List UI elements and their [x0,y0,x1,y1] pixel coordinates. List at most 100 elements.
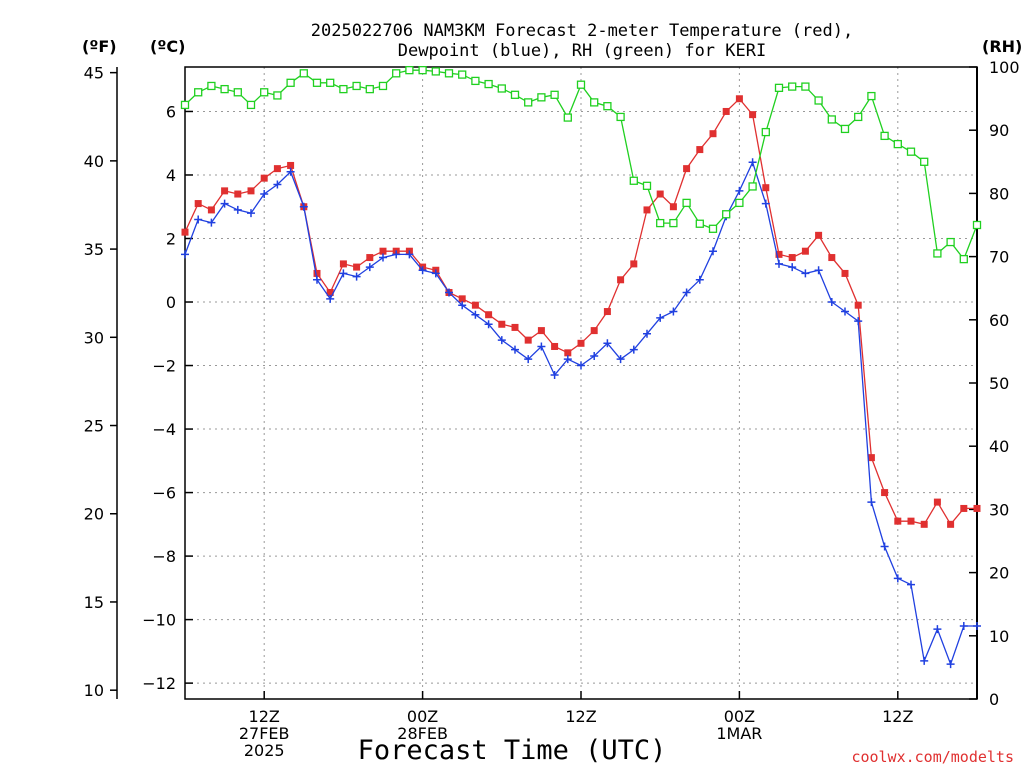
rh-point [220,84,229,94]
rh-point [510,90,520,99]
dewpoint-point [682,288,691,297]
dewpoint-point [431,269,440,278]
temperature-series [181,95,981,528]
fahrenheit-tick-label: 30 [84,328,104,347]
fahrenheit-axis: 10 15 20 25 30 35 40 45 [84,64,117,700]
rh-point [603,102,612,111]
celsius-tick-label: −10 [142,611,176,630]
rh-point [616,112,625,122]
rh-point [233,88,242,97]
temperature-point [643,206,651,214]
dewpoint-point [827,298,836,307]
time-tick-label: 00Z [724,707,755,726]
dewpoint-point [695,275,704,284]
rh-point [933,249,942,258]
rh-point [471,76,480,86]
rh-point [867,91,876,101]
rh-point [326,78,335,87]
rh-point [656,218,665,228]
temperature-point [287,161,295,169]
dewpoint-point [352,272,361,281]
dewpoint-point [907,580,915,589]
rh-point [180,100,190,110]
rh-point [920,157,929,166]
temperature-point [762,184,770,192]
time-tick-label: 00Z [407,707,438,726]
rh-point [299,69,308,78]
temperature-point [339,260,347,268]
temperature-point [881,489,889,497]
temperature-point [577,339,585,347]
dewpoint-point [550,371,559,380]
grid-lines [185,67,977,699]
temperature-point [524,336,532,344]
rh-point [260,88,269,97]
temperature-point [867,454,875,462]
dewpoint-point [445,288,453,297]
rh-tick-label: 70 [989,248,1009,267]
rh-point [524,98,533,107]
x-axis-label: Forecast Time (UTC) [358,735,667,766]
dewpoint-point [194,215,203,224]
fahrenheit-tick-label: 10 [84,681,104,700]
temperature-point [590,327,598,335]
dewpoint-point [339,269,348,278]
celsius-tick-label: −8 [152,547,176,566]
rh-point [814,96,823,105]
temperature-point [366,254,374,262]
rh-point [840,124,850,134]
temperature-point [656,190,664,198]
celsius-tick-label: 4 [166,166,176,185]
dewpoint-point [484,320,493,329]
dewpoint-point [959,621,968,630]
temperature-point [260,174,268,182]
dewpoint-point [656,313,665,322]
dewpoint-point [854,317,863,326]
rh-series [180,66,982,264]
dewpoint-point [365,263,374,272]
rh-point [708,224,718,233]
dewpoint-point [207,218,216,227]
dewpoint-point [920,656,929,665]
temperature-point [313,269,321,277]
rh-point [444,69,454,78]
fahrenheit-tick-label: 25 [84,417,104,436]
time-tick-label: 1MAR [716,724,762,743]
rh-point [550,90,559,99]
dewpoint-point [748,158,757,167]
celsius-axis: 6 4 2 0 −2 −4 −6 −8 −10 −12 [142,102,193,693]
rh-point [590,98,599,107]
rh-point [629,176,638,185]
dewpoint-point [590,352,599,361]
rh-tick-label: 60 [989,311,1009,330]
credit-link[interactable]: coolwx.com/modelts [851,748,1014,766]
dewpoint-point [286,167,295,176]
time-tick-label: 12Z [249,707,280,726]
rh-point [563,113,572,122]
rh-point [682,198,691,208]
temperature-point [735,95,743,103]
dewpoint-point [537,342,546,351]
rh-tick-label: 10 [989,627,1009,646]
dewpoint-point [801,269,810,278]
temperature-point [709,130,717,138]
dewpoint-point [458,301,467,310]
temperature-point [379,247,387,255]
rh-unit-label: (RH) [982,37,1022,56]
rh-tick-label: 80 [989,184,1009,203]
celsius-tick-label: −4 [152,420,176,439]
rh-point [722,210,731,219]
temperature-point [234,190,242,198]
dewpoint-point [379,253,387,262]
dewpoint-point [313,275,321,284]
temperature-point [749,111,757,119]
dewpoint-point [511,345,519,354]
dewpoint-point [577,361,585,370]
celsius-unit-label: (ºC) [150,37,185,56]
rh-tick-label: 100 [989,58,1020,77]
temperature-point [788,254,796,262]
dewpoint-point [735,186,744,195]
dewpoint-point [788,263,797,272]
rh-point [352,81,361,91]
